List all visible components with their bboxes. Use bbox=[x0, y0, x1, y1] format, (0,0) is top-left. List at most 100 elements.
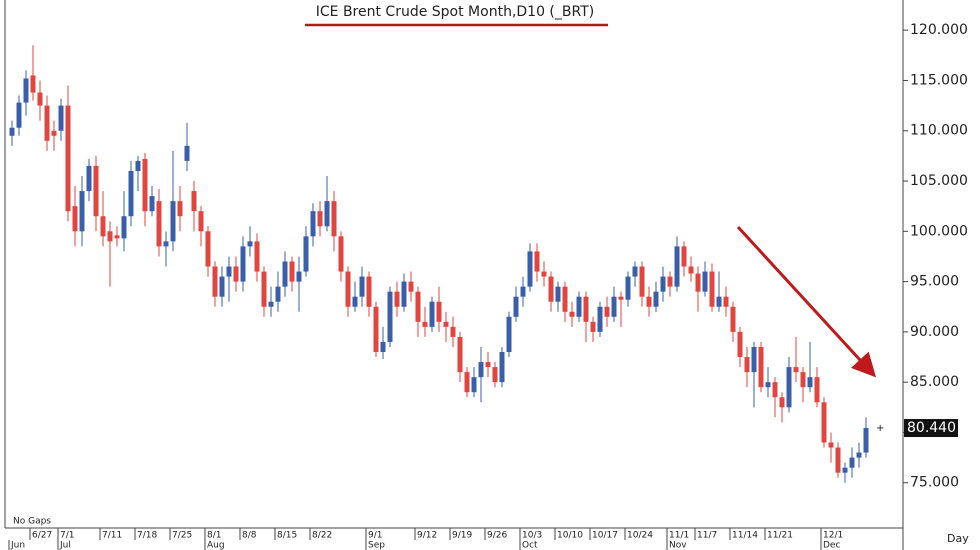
candle-body bbox=[331, 201, 337, 237]
candle-body bbox=[345, 271, 351, 307]
candle-body bbox=[401, 281, 407, 307]
month-label: Oct bbox=[522, 541, 538, 550]
candle-body bbox=[191, 191, 197, 212]
candle-body bbox=[436, 301, 442, 322]
x-tick-label: 9/19 bbox=[452, 531, 472, 541]
candle-body bbox=[737, 331, 743, 358]
candle-body bbox=[268, 301, 274, 307]
candle-body bbox=[429, 301, 435, 327]
candle-body bbox=[107, 231, 113, 242]
candle-body bbox=[380, 341, 386, 352]
candle-body bbox=[653, 291, 659, 307]
candle-body bbox=[821, 402, 827, 443]
candle-body bbox=[149, 196, 155, 212]
candle-body bbox=[443, 321, 449, 327]
candle-body bbox=[254, 241, 260, 272]
candle-body bbox=[814, 377, 820, 403]
x-tick-label: 8/8 bbox=[242, 531, 257, 541]
candle-body bbox=[100, 216, 106, 237]
month-label: Jun bbox=[10, 541, 25, 550]
candle-body bbox=[835, 447, 841, 473]
x-tick-label: 9/26 bbox=[487, 531, 507, 541]
x-tick-label: 9/12 bbox=[417, 531, 437, 541]
month-label: Jul bbox=[59, 541, 71, 550]
candle-body bbox=[660, 276, 666, 292]
candle-body bbox=[79, 191, 85, 232]
candle-body bbox=[415, 291, 421, 322]
candle-body bbox=[856, 452, 862, 458]
candle-body bbox=[471, 377, 477, 393]
y-tick-label: 110.000 bbox=[910, 123, 968, 139]
candle-body bbox=[170, 201, 176, 242]
last-price-label: 80.440 bbox=[907, 420, 956, 436]
candle-body bbox=[226, 266, 232, 277]
candle-body bbox=[464, 372, 470, 393]
candle-body bbox=[772, 382, 778, 398]
candle-body bbox=[842, 467, 848, 473]
candle-body bbox=[359, 276, 365, 297]
candle-body bbox=[667, 276, 673, 287]
period-label: Day bbox=[947, 532, 969, 545]
candle-body bbox=[184, 145, 190, 161]
candle-body bbox=[604, 306, 610, 317]
candle-body bbox=[646, 296, 652, 307]
x-tick-label: 10/10 bbox=[557, 531, 583, 541]
x-tick-label: 10/24 bbox=[627, 531, 653, 541]
y-tick-label: 85.000 bbox=[910, 374, 959, 390]
candle-body bbox=[583, 296, 589, 322]
candle-body bbox=[373, 306, 379, 352]
candle-body bbox=[639, 266, 645, 297]
month-label: Aug bbox=[207, 541, 225, 550]
x-tick-label: 11/1 bbox=[669, 531, 689, 541]
candle-body bbox=[618, 296, 624, 300]
x-tick-label: 6/27 bbox=[32, 531, 52, 541]
candle-body bbox=[590, 321, 596, 332]
month-label: Sep bbox=[368, 541, 385, 550]
candle-body bbox=[310, 211, 316, 237]
candle-body bbox=[513, 296, 519, 317]
y-tick-label: 105.000 bbox=[910, 173, 968, 189]
candle-body bbox=[793, 367, 799, 373]
candle-body bbox=[296, 271, 302, 282]
candle-body bbox=[709, 271, 715, 307]
candle-body bbox=[492, 367, 498, 383]
candle-body bbox=[744, 357, 750, 373]
candle-body bbox=[450, 326, 456, 337]
candle-body bbox=[65, 105, 71, 212]
candle-body bbox=[807, 377, 813, 388]
candle-body bbox=[177, 201, 183, 217]
candle-body bbox=[44, 105, 50, 141]
x-tick-label: 7/1 bbox=[60, 531, 74, 541]
x-tick-label: 10/17 bbox=[592, 531, 618, 541]
candle-body bbox=[849, 457, 855, 468]
candle-body bbox=[128, 170, 134, 217]
trend-arrow bbox=[736, 225, 877, 378]
candle-body bbox=[23, 78, 29, 103]
x-tick-label: 11/14 bbox=[732, 531, 758, 541]
candle-body bbox=[800, 372, 806, 388]
candle-body bbox=[569, 311, 575, 317]
candle-body bbox=[674, 246, 680, 287]
x-tick-label: 8/22 bbox=[312, 531, 332, 541]
candle-body bbox=[303, 236, 309, 272]
candle-body bbox=[485, 362, 491, 368]
candle-body bbox=[730, 306, 736, 332]
y-tick-label: 95.000 bbox=[910, 274, 959, 290]
candle-body bbox=[555, 286, 561, 302]
x-tick-label: 7/11 bbox=[102, 531, 122, 541]
x-tick-label: 8/15 bbox=[277, 531, 297, 541]
candle-body bbox=[198, 211, 204, 232]
candle-body bbox=[478, 362, 484, 378]
x-tick-label: 9/1 bbox=[368, 531, 382, 541]
x-tick-label: 11/7 bbox=[697, 531, 717, 541]
candle-body bbox=[828, 442, 834, 448]
last-marker: + bbox=[876, 423, 884, 434]
candle-body bbox=[352, 296, 358, 307]
candle-body bbox=[716, 296, 722, 307]
x-tick-label: 11/21 bbox=[767, 531, 793, 541]
candle-body bbox=[723, 296, 729, 307]
candle-body bbox=[240, 246, 246, 282]
candle-body bbox=[275, 286, 281, 302]
